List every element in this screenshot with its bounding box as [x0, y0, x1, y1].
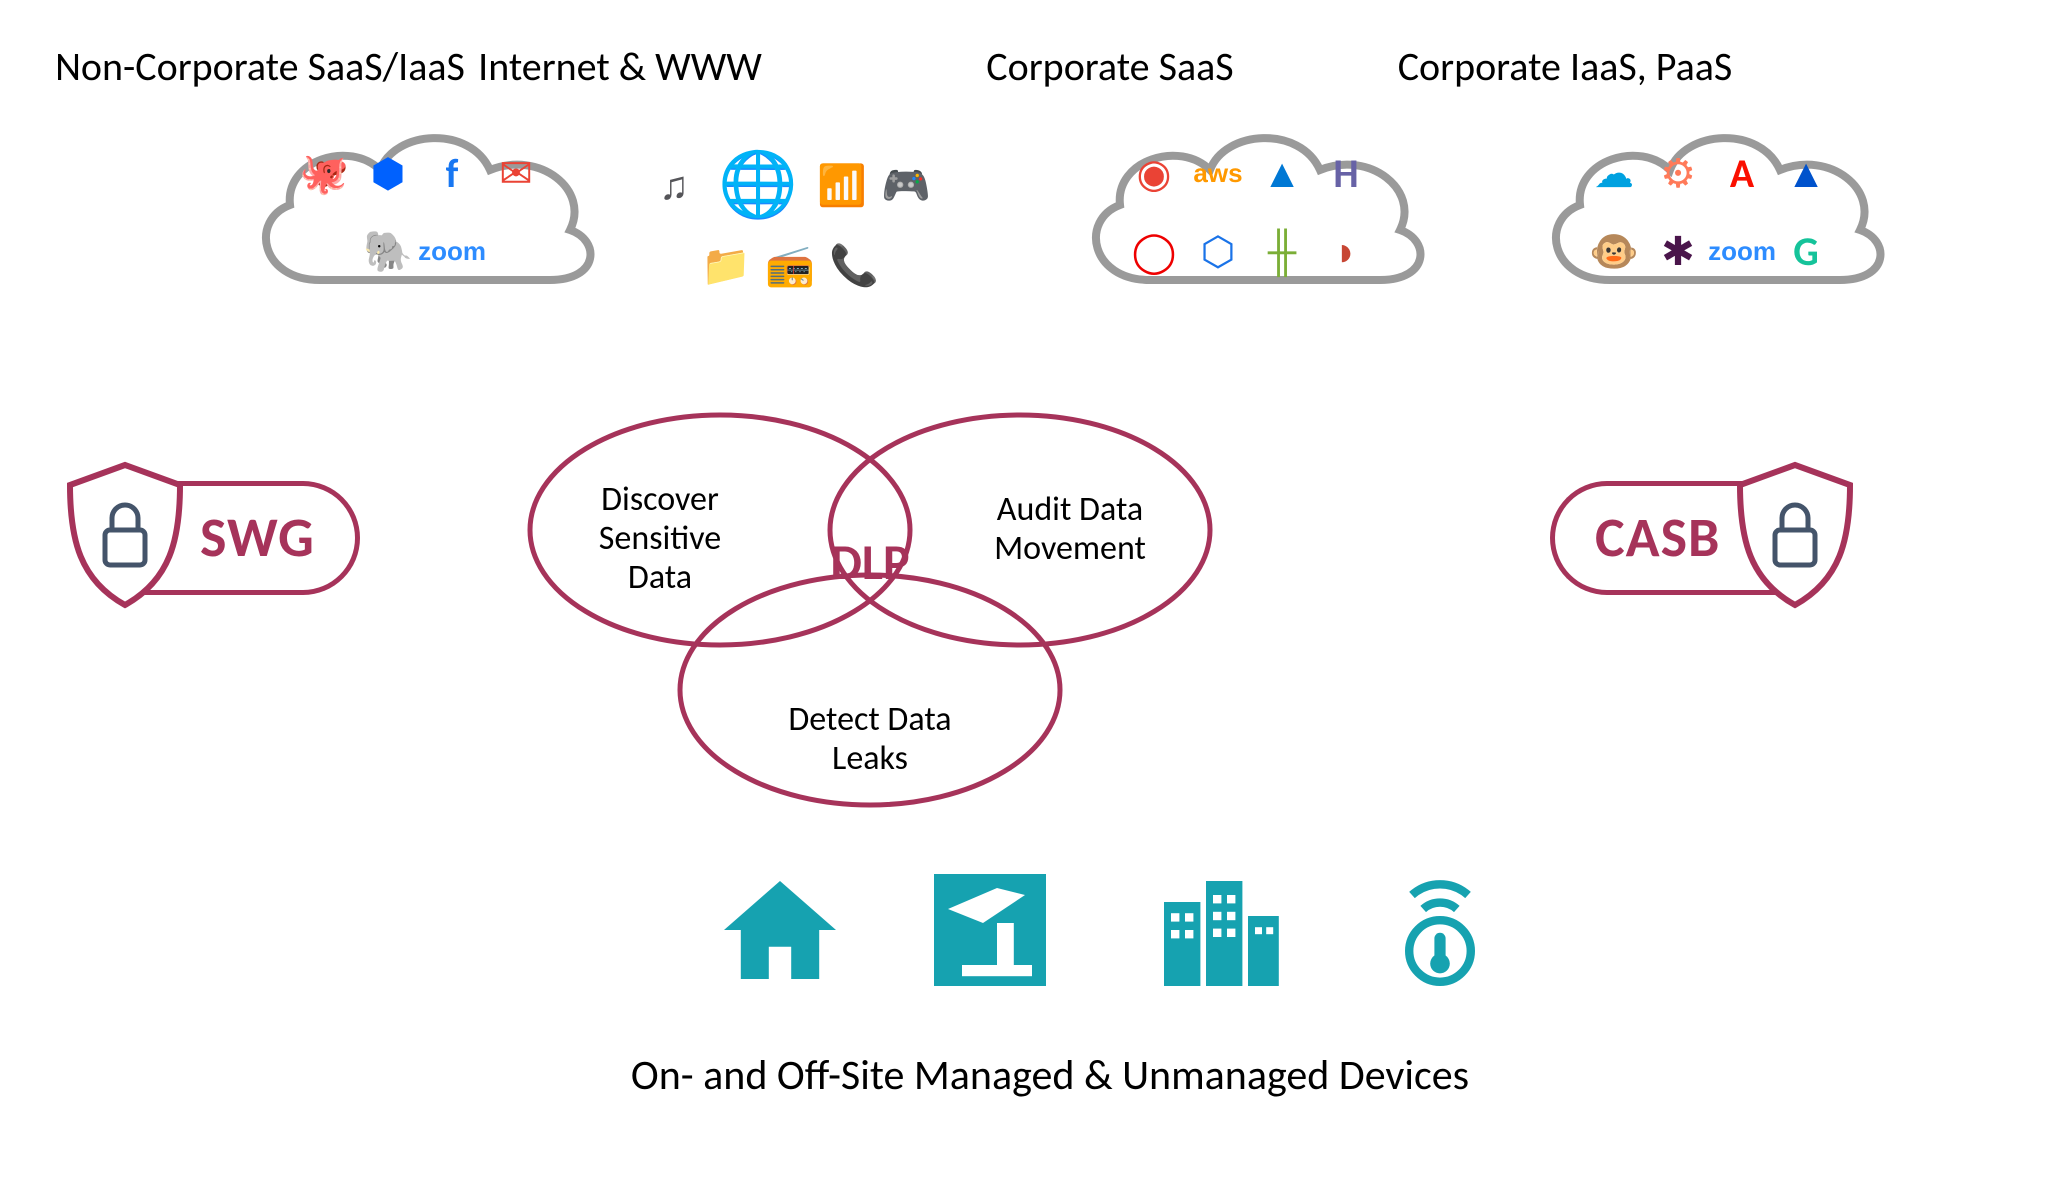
corpiaas-title: Corporate IaaS, PaaS: [1398, 42, 1733, 91]
internet-cloud: ♫ 🌐 📶 🎮 📁 📻 📞: [600, 100, 980, 310]
gcloud-icon: ◉: [1129, 149, 1179, 199]
aws-icon: aws: [1193, 149, 1243, 199]
shield-icon: [1730, 460, 1860, 615]
hashicorp-icon: ╫: [1257, 226, 1307, 276]
adobe-icon: A: [1717, 149, 1767, 199]
dropbox-icon: ⬢: [363, 149, 413, 199]
music-icon: ♫: [649, 160, 699, 210]
venn-detect-label: Detect DataLeaks: [760, 700, 980, 778]
home-icon: [710, 860, 850, 1000]
corpiaas-cloud: ☁ ⚙ A ▲ 🐵 ✱ zoom G: [1520, 100, 1900, 310]
globe-icon: 🌐: [713, 140, 803, 230]
cloud-app-icon: ⬡: [1193, 226, 1243, 276]
heroku-icon: H: [1321, 149, 1371, 199]
gamepad-icon: 🎮: [881, 160, 931, 210]
gmail-icon: ✉: [491, 149, 541, 199]
openshift-icon: ◯: [1129, 226, 1179, 276]
noncorp-cloud: 🐙 ⬢ f ✉ 🐘 zoom: [230, 100, 610, 310]
internet-title: Internet & WWW: [478, 42, 762, 91]
github-icon: 🐙: [299, 149, 349, 199]
venn-audit-label: Audit DataMovement: [960, 490, 1180, 568]
swg-badge: SWG: [60, 460, 360, 615]
oracle-icon: ◗: [1321, 226, 1371, 276]
venn-discover-label: DiscoverSensitiveData: [550, 480, 770, 597]
shield-icon: [60, 460, 190, 615]
sensor-icon: [1370, 860, 1510, 1000]
zoom2-icon: zoom: [1717, 226, 1767, 276]
hubspot-icon: ⚙: [1653, 149, 1703, 199]
slack-icon: ✱: [1653, 226, 1703, 276]
buildings-icon: [1150, 860, 1290, 1000]
rss-icon: 📶: [817, 160, 867, 210]
dlp-center-label: DLP: [830, 532, 909, 593]
airport-icon: [920, 860, 1060, 1000]
folder-icon: 📁: [701, 240, 751, 290]
azure-icon: ▲: [1257, 149, 1307, 199]
grammarly-icon: G: [1781, 226, 1831, 276]
zoom-icon: zoom: [427, 226, 477, 276]
radio-icon: 📻: [765, 240, 815, 290]
evernote-icon: 🐘: [363, 226, 413, 276]
corpsaas-cloud: ◉ aws ▲ H ◯ ⬡ ╫ ◗: [1060, 100, 1440, 310]
bottom-caption: On- and Off-Site Managed & Unmanaged Dev…: [631, 1050, 1469, 1101]
noncorp-title: Non-Corporate SaaS/IaaS: [55, 42, 465, 91]
salesforce-icon: ☁: [1589, 149, 1639, 199]
facebook-icon: f: [427, 149, 477, 199]
casb-badge: CASB: [1550, 460, 1860, 615]
phone-icon: 📞: [829, 240, 879, 290]
corpsaas-title: Corporate SaaS: [986, 42, 1233, 91]
mailchimp-icon: 🐵: [1589, 226, 1639, 276]
atlassian-icon: ▲: [1781, 149, 1831, 199]
